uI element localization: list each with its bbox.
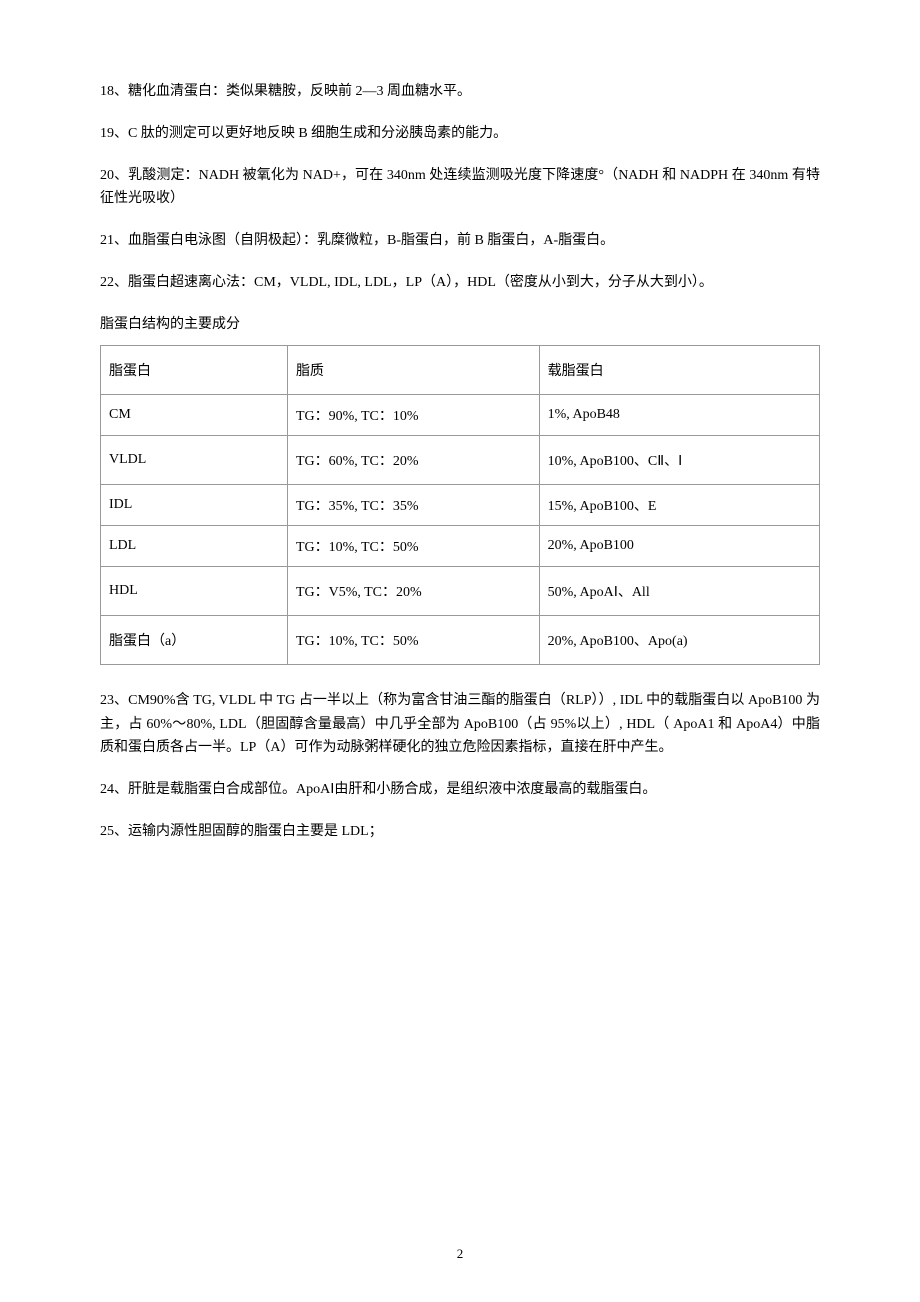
cell-lipid: TG：60%, TC：20%	[287, 435, 539, 484]
paragraph-19: 19、C 肽的测定可以更好地反映 B 细胞生成和分泌胰岛素的能力。	[100, 122, 820, 146]
table-row: VLDL TG：60%, TC：20% 10%, ApoB100、CⅡ、Ⅰ	[101, 435, 820, 484]
paragraph-22: 22、脂蛋白超速离心法：CM，VLDL, IDL, LDL，LP（A），HDL（…	[100, 271, 820, 295]
table-row: LDL TG：10%, TC：50% 20%, ApoB100	[101, 525, 820, 566]
cell-lipid: TG：90%, TC：10%	[287, 394, 539, 435]
cell-lipid: TG：10%, TC：50%	[287, 525, 539, 566]
cell-lipoprotein: HDL	[101, 566, 288, 615]
paragraph-18: 18、糖化血清蛋白：类似果糖胺，反映前 2—3 周血糖水平。	[100, 80, 820, 104]
cell-apolipoprotein: 20%, ApoB100	[539, 525, 819, 566]
cell-apolipoprotein: 50%, ApoAⅠ、All	[539, 566, 819, 615]
cell-apolipoprotein: 10%, ApoB100、CⅡ、Ⅰ	[539, 435, 819, 484]
paragraph-25: 25、运输内源性胆固醇的脂蛋白主要是 LDL；	[100, 820, 820, 844]
paragraph-23: 23、CM90%含 TG, VLDL 中 TG 占一半以上（称为富含甘油三酯的脂…	[100, 689, 820, 760]
cell-lipoprotein: LDL	[101, 525, 288, 566]
paragraph-21: 21、血脂蛋白电泳图（自阴极起）：乳糜微粒，B-脂蛋白，前 B 脂蛋白，A-脂蛋…	[100, 229, 820, 253]
cell-lipid: TG：35%, TC：35%	[287, 484, 539, 525]
cell-lipoprotein: 脂蛋白（a）	[101, 615, 288, 664]
cell-lipoprotein: CM	[101, 394, 288, 435]
page-number: 2	[457, 1246, 464, 1262]
table-row: CM TG：90%, TC：10% 1%, ApoB48	[101, 394, 820, 435]
table-row: IDL TG：35%, TC：35% 15%, ApoB100、E	[101, 484, 820, 525]
table-row: 脂蛋白（a） TG：10%, TC：50% 20%, ApoB100、Apo(a…	[101, 615, 820, 664]
cell-apolipoprotein: 1%, ApoB48	[539, 394, 819, 435]
cell-apolipoprotein: 15%, ApoB100、E	[539, 484, 819, 525]
paragraph-24: 24、肝脏是载脂蛋白合成部位。ApoAⅠ由肝和小肠合成，是组织液中浓度最高的载脂…	[100, 778, 820, 802]
table-header-row: 脂蛋白 脂质 载脂蛋白	[101, 345, 820, 394]
cell-apolipoprotein: 20%, ApoB100、Apo(a)	[539, 615, 819, 664]
cell-lipid: TG：V5%, TC：20%	[287, 566, 539, 615]
th-lipoprotein: 脂蛋白	[101, 345, 288, 394]
lipoprotein-table: 脂蛋白 脂质 载脂蛋白 CM TG：90%, TC：10% 1%, ApoB48…	[100, 345, 820, 665]
cell-lipid: TG：10%, TC：50%	[287, 615, 539, 664]
table-title: 脂蛋白结构的主要成分	[100, 313, 820, 333]
th-apolipoprotein: 载脂蛋白	[539, 345, 819, 394]
cell-lipoprotein: VLDL	[101, 435, 288, 484]
paragraph-20: 20、乳酸测定：NADH 被氧化为 NAD+，可在 340nm 处连续监测吸光度…	[100, 164, 820, 212]
table-row: HDL TG：V5%, TC：20% 50%, ApoAⅠ、All	[101, 566, 820, 615]
th-lipid: 脂质	[287, 345, 539, 394]
cell-lipoprotein: IDL	[101, 484, 288, 525]
